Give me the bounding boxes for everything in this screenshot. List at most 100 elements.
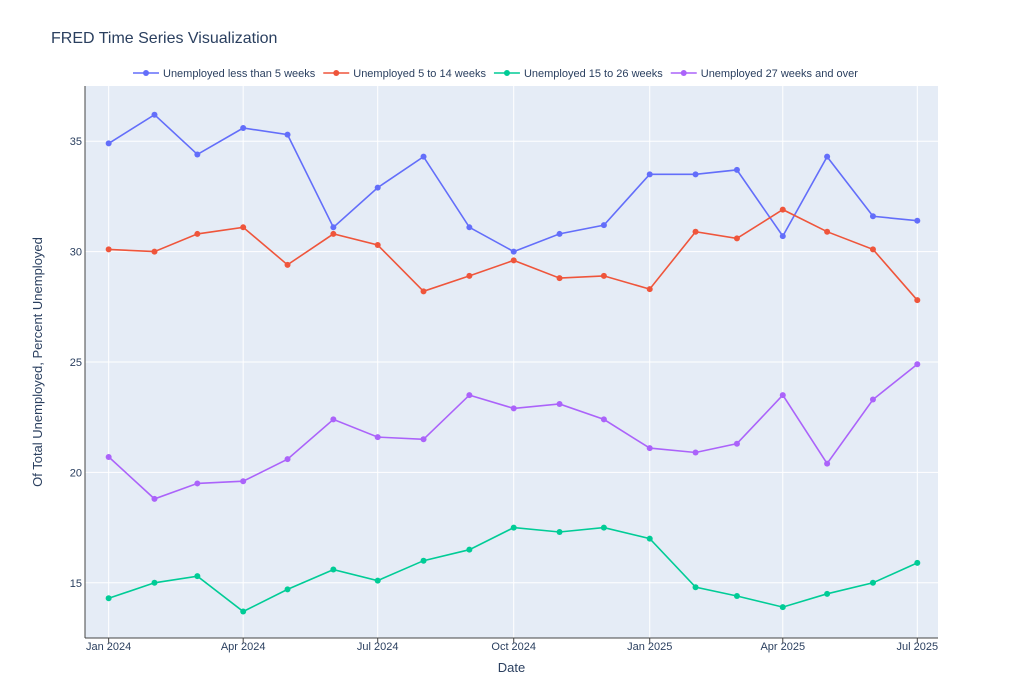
data-point[interactable] [692, 449, 699, 456]
legend[interactable]: Unemployed less than 5 weeks Unemployed 5… [133, 68, 858, 80]
legend-label: Unemployed 27 weeks and over [701, 68, 858, 80]
data-point[interactable] [510, 248, 517, 255]
data-point[interactable] [600, 272, 607, 279]
data-point[interactable] [692, 228, 699, 235]
data-point[interactable] [330, 566, 337, 573]
data-point[interactable] [284, 261, 291, 268]
data-point[interactable] [194, 480, 201, 487]
data-point[interactable] [420, 557, 427, 564]
data-point[interactable] [646, 535, 653, 542]
series-1 [105, 111, 921, 255]
data-point[interactable] [869, 246, 876, 253]
data-point[interactable] [869, 396, 876, 403]
data-point[interactable] [824, 153, 831, 160]
data-point[interactable] [556, 400, 563, 407]
data-point[interactable] [194, 573, 201, 580]
legend-item-1[interactable]: Unemployed less than 5 weeks [133, 68, 316, 80]
data-point[interactable] [779, 392, 786, 399]
data-point[interactable] [284, 456, 291, 463]
data-point[interactable] [466, 392, 473, 399]
data-point[interactable] [646, 445, 653, 452]
data-point[interactable] [824, 590, 831, 597]
data-point[interactable] [284, 586, 291, 593]
legend-label: Unemployed 15 to 26 weeks [524, 68, 663, 80]
series-3 [105, 524, 921, 615]
data-point[interactable] [600, 416, 607, 423]
data-point[interactable] [420, 288, 427, 295]
data-point[interactable] [240, 124, 247, 131]
data-point[interactable] [646, 286, 653, 293]
data-point[interactable] [466, 224, 473, 231]
legend-marker [143, 70, 149, 76]
data-point[interactable] [733, 166, 740, 173]
data-point[interactable] [779, 206, 786, 213]
legend-item-3[interactable]: Unemployed 15 to 26 weeks [493, 68, 663, 80]
data-point[interactable] [733, 235, 740, 242]
data-point[interactable] [374, 241, 381, 248]
data-point[interactable] [105, 246, 112, 253]
y-tick-label: 30 [70, 247, 82, 259]
data-point[interactable] [374, 184, 381, 191]
data-point[interactable] [151, 248, 158, 255]
data-point[interactable] [779, 604, 786, 611]
data-point[interactable] [779, 233, 786, 240]
data-point[interactable] [556, 275, 563, 282]
data-point[interactable] [330, 224, 337, 231]
data-point[interactable] [600, 222, 607, 229]
data-point[interactable] [914, 361, 921, 368]
x-tick-label: Jul 2025 [897, 641, 939, 653]
axes: 15 20 25 30 35 Jan 2024 Apr 2024 Jul 2024 Oct 20… [70, 86, 938, 653]
data-point[interactable] [733, 440, 740, 447]
x-tick-label: Apr 2025 [760, 641, 805, 653]
data-point[interactable] [105, 453, 112, 460]
data-point[interactable] [374, 434, 381, 441]
data-point[interactable] [692, 171, 699, 178]
data-point[interactable] [194, 151, 201, 158]
data-point[interactable] [600, 524, 607, 531]
data-point[interactable] [330, 416, 337, 423]
data-point[interactable] [646, 171, 653, 178]
data-point[interactable] [151, 495, 158, 502]
data-point[interactable] [151, 579, 158, 586]
x-tick-label: Jan 2024 [86, 641, 131, 653]
legend-item-2[interactable]: Unemployed 5 to 14 weeks [323, 68, 486, 80]
data-point[interactable] [510, 524, 517, 531]
data-point[interactable] [869, 213, 876, 220]
data-point[interactable] [824, 460, 831, 467]
data-point[interactable] [556, 529, 563, 536]
data-point[interactable] [151, 111, 158, 118]
data-point[interactable] [914, 297, 921, 304]
data-point[interactable] [466, 272, 473, 279]
data-point[interactable] [240, 224, 247, 231]
data-point[interactable] [240, 478, 247, 485]
data-point[interactable] [692, 584, 699, 591]
data-point[interactable] [556, 230, 563, 237]
grid-lines [85, 86, 938, 638]
series-layer [105, 111, 921, 615]
legend-label: Unemployed less than 5 weeks [163, 68, 316, 80]
data-point[interactable] [194, 230, 201, 237]
series-4 [105, 361, 921, 502]
data-point[interactable] [420, 153, 427, 160]
data-point[interactable] [869, 579, 876, 586]
data-point[interactable] [105, 140, 112, 147]
data-point[interactable] [240, 608, 247, 615]
x-tick-label: Jan 2025 [627, 641, 672, 653]
legend-item-4[interactable]: Unemployed 27 weeks and over [670, 68, 858, 80]
data-point[interactable] [420, 436, 427, 443]
data-point[interactable] [824, 228, 831, 235]
x-axis-title: Date [498, 660, 525, 675]
y-tick-label: 25 [70, 357, 82, 369]
data-point[interactable] [105, 595, 112, 602]
data-point[interactable] [284, 131, 291, 138]
data-point[interactable] [330, 230, 337, 237]
data-point[interactable] [914, 217, 921, 224]
data-point[interactable] [510, 257, 517, 264]
data-point[interactable] [733, 593, 740, 600]
data-point[interactable] [374, 577, 381, 584]
data-point[interactable] [466, 546, 473, 553]
data-point[interactable] [510, 405, 517, 412]
data-point[interactable] [914, 559, 921, 566]
